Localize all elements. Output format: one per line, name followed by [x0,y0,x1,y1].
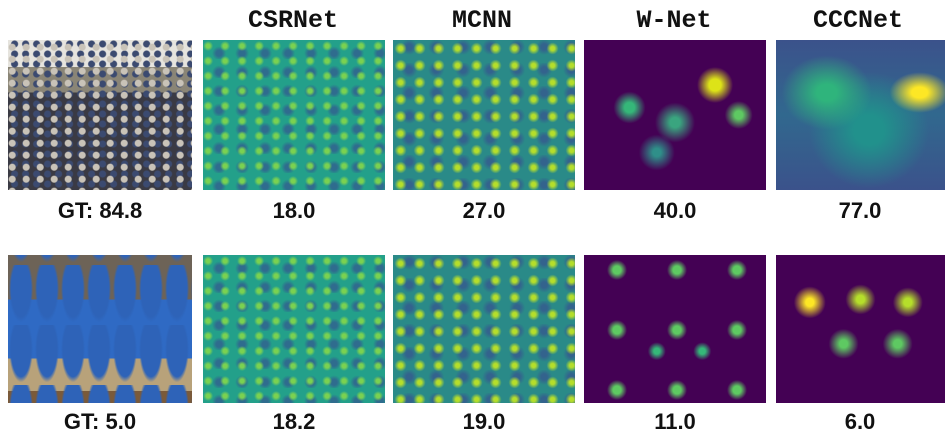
count-label: 77.0 [768,198,947,224]
density-map [393,255,575,403]
density-map [584,255,766,403]
input-photo [8,40,192,190]
density-map [584,40,766,190]
count-label: 19.0 [392,409,576,435]
ground-truth-label: GT: 84.8 [8,198,192,224]
ground-truth-label: GT: 5.0 [8,409,192,435]
count-label: 18.2 [202,409,386,435]
density-map [776,40,945,190]
count-label: 6.0 [768,409,947,435]
column-header: CCCNet [768,6,947,35]
density-map [776,255,945,403]
density-map [393,40,575,190]
column-header: CSRNet [203,6,383,35]
density-map [203,255,385,403]
column-header: W-Net [584,6,764,35]
figure: CSRNet MCNN W-Net CCCNet GT: 84.8 18.0 2… [0,0,947,436]
count-label: 40.0 [583,198,767,224]
count-label: 27.0 [392,198,576,224]
column-header: MCNN [392,6,572,35]
density-map [203,40,385,190]
input-photo [8,255,192,403]
count-label: 18.0 [202,198,386,224]
count-label: 11.0 [583,409,767,435]
